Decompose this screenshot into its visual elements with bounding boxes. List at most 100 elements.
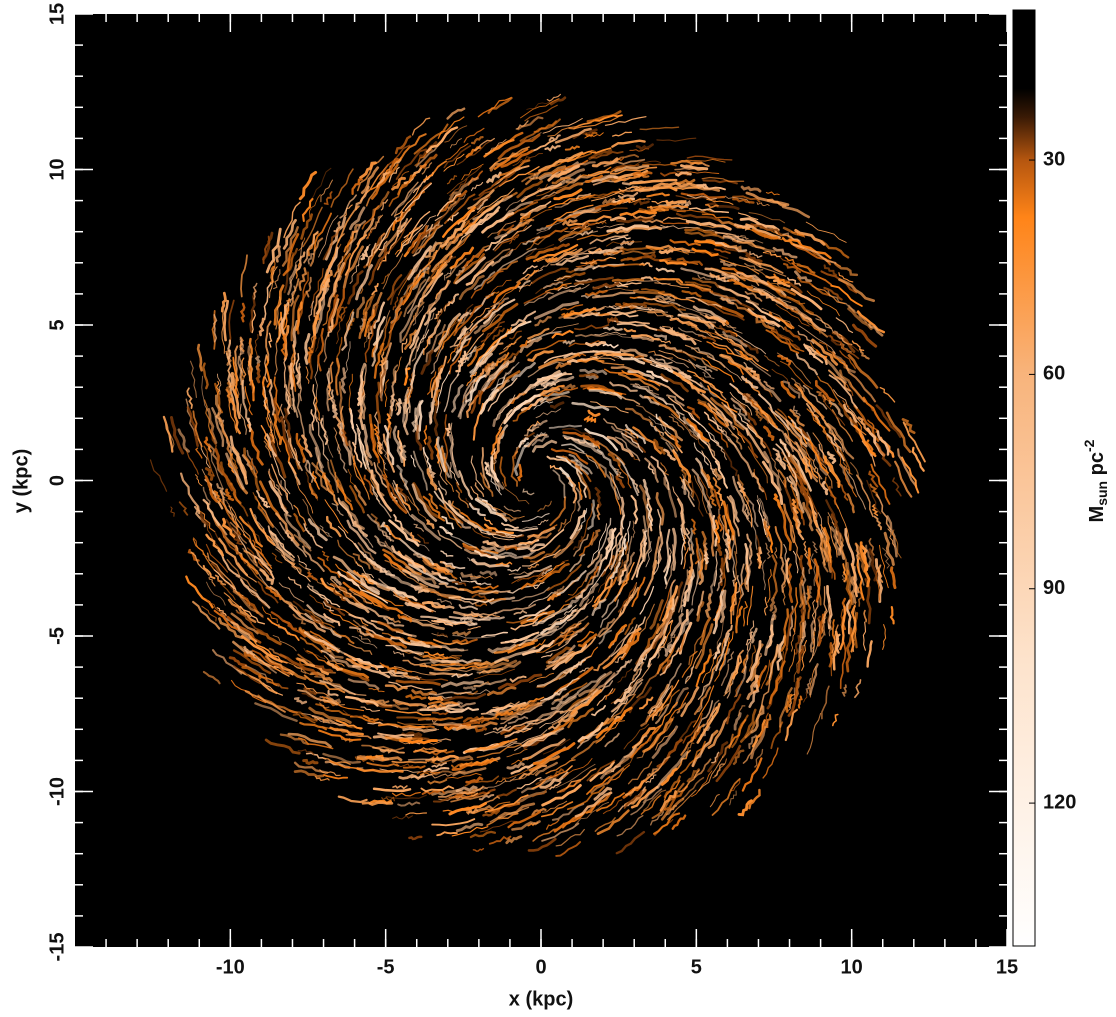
- density-filament: [569, 553, 586, 573]
- density-filament: [821, 528, 832, 573]
- density-filament: [597, 618, 616, 637]
- density-filament: [411, 334, 425, 362]
- density-filament: [690, 347, 716, 361]
- density-filament: [732, 749, 745, 766]
- density-filament: [686, 568, 696, 602]
- density-filament: [545, 213, 581, 228]
- density-filament: [763, 425, 775, 441]
- density-filament: [500, 716, 519, 725]
- density-filament: [714, 763, 726, 777]
- density-filament: [336, 444, 348, 473]
- density-filament: [726, 693, 742, 725]
- density-filament: [382, 311, 403, 352]
- density-filament: [395, 679, 441, 686]
- density-filament: [513, 442, 530, 476]
- density-filament: [286, 247, 299, 273]
- density-filament: [545, 646, 573, 664]
- density-filament: [586, 775, 611, 795]
- density-filament: [457, 377, 477, 418]
- density-filament: [585, 374, 599, 380]
- density-filament: [492, 724, 508, 732]
- density-filament: [432, 795, 473, 803]
- density-filament: [630, 785, 659, 809]
- density-filament: [755, 410, 764, 422]
- density-filament: [526, 235, 551, 251]
- density-filament: [509, 769, 539, 781]
- density-filament: [748, 212, 786, 224]
- density-filament: [701, 671, 715, 695]
- density-filament: [220, 291, 227, 313]
- density-filament: [282, 218, 297, 250]
- density-filament: [792, 550, 799, 574]
- density-filament: [735, 575, 741, 594]
- density-filament: [714, 519, 721, 544]
- density-filament: [548, 424, 583, 429]
- density-filament: [213, 314, 218, 343]
- density-filament: [713, 550, 718, 587]
- density-filament: [695, 184, 726, 191]
- density-filament: [740, 185, 762, 193]
- density-filament: [263, 282, 272, 321]
- density-filament: [357, 406, 364, 420]
- density-filament: [202, 498, 220, 526]
- density-filament: [387, 482, 410, 513]
- density-filament: [813, 458, 823, 480]
- density-filament: [504, 527, 539, 532]
- density-filament: [648, 416, 664, 431]
- density-filament: [795, 352, 819, 376]
- density-filament: [828, 642, 834, 668]
- density-filament: [894, 460, 913, 498]
- density-filament: [566, 785, 605, 811]
- density-filament: [748, 511, 758, 550]
- density-filament: [224, 488, 235, 502]
- density-filament: [382, 439, 388, 460]
- density-filament: [644, 457, 659, 483]
- density-filament: [664, 643, 673, 657]
- density-filament: [250, 458, 259, 476]
- density-filament: [546, 93, 562, 102]
- density-filament: [887, 528, 896, 548]
- density-filament: [246, 345, 252, 382]
- density-filament: [593, 786, 613, 801]
- density-filament: [624, 541, 629, 555]
- density-filament: [305, 276, 312, 298]
- density-filament: [555, 841, 582, 857]
- density-filament: [423, 644, 465, 652]
- density-filament: [308, 423, 324, 469]
- density-filament: [502, 719, 539, 732]
- density-filament: [279, 733, 310, 746]
- density-filament: [490, 379, 510, 401]
- density-filament: [507, 715, 529, 725]
- density-filament: [365, 242, 377, 266]
- density-filament: [586, 110, 622, 123]
- density-filament: [637, 297, 670, 304]
- density-filament: [402, 659, 428, 668]
- density-filament: [653, 438, 666, 455]
- density-filament: [237, 355, 246, 400]
- density-filament: [608, 626, 634, 657]
- density-filament: [621, 370, 661, 387]
- density-filament: [679, 608, 694, 636]
- density-filament: [737, 799, 753, 817]
- density-filament: [268, 536, 295, 566]
- density-filament: [355, 561, 374, 579]
- density-filament: [364, 445, 374, 466]
- density-filament: [534, 316, 552, 327]
- density-filament: [590, 401, 629, 414]
- density-filament: [432, 722, 463, 727]
- density-filament: [264, 355, 271, 388]
- density-filament: [458, 219, 487, 245]
- density-filament: [423, 767, 450, 773]
- density-filament: [820, 546, 829, 573]
- density-filament: [791, 262, 833, 286]
- density-filament: [450, 792, 490, 803]
- density-filament: [745, 191, 790, 207]
- density-filament: [315, 396, 321, 422]
- density-filament: [838, 278, 875, 303]
- density-filament: [715, 275, 730, 283]
- density-filament: [611, 278, 645, 282]
- density-filament: [534, 761, 558, 777]
- density-filament: [653, 354, 689, 369]
- density-filament: [325, 515, 342, 538]
- density-filament: [566, 603, 588, 622]
